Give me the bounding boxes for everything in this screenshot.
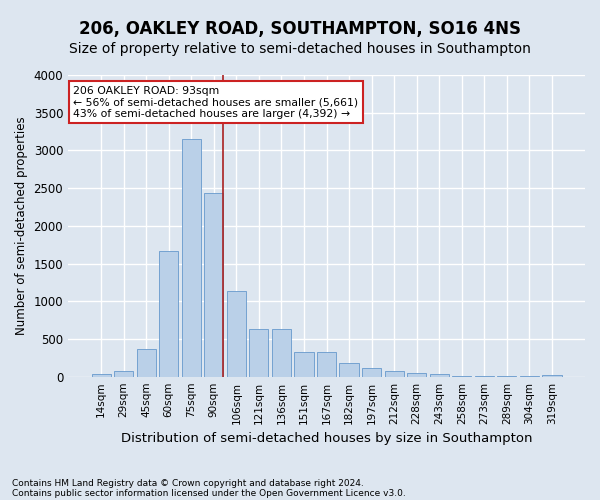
Bar bbox=[182, 139, 201, 376]
Bar bbox=[317, 352, 336, 376]
Bar bbox=[272, 329, 291, 376]
Bar bbox=[362, 368, 381, 376]
Bar bbox=[295, 352, 314, 376]
Text: Contains HM Land Registry data © Crown copyright and database right 2024.: Contains HM Land Registry data © Crown c… bbox=[12, 478, 364, 488]
Bar bbox=[159, 250, 178, 376]
Text: 206, OAKLEY ROAD, SOUTHAMPTON, SO16 4NS: 206, OAKLEY ROAD, SOUTHAMPTON, SO16 4NS bbox=[79, 20, 521, 38]
Bar bbox=[137, 349, 156, 376]
Bar bbox=[92, 374, 110, 376]
Text: Size of property relative to semi-detached houses in Southampton: Size of property relative to semi-detach… bbox=[69, 42, 531, 56]
Bar bbox=[204, 194, 223, 376]
Bar bbox=[407, 373, 426, 376]
Text: Contains public sector information licensed under the Open Government Licence v3: Contains public sector information licen… bbox=[12, 488, 406, 498]
Bar bbox=[114, 370, 133, 376]
Text: 206 OAKLEY ROAD: 93sqm
← 56% of semi-detached houses are smaller (5,661)
43% of : 206 OAKLEY ROAD: 93sqm ← 56% of semi-det… bbox=[73, 86, 358, 119]
Y-axis label: Number of semi-detached properties: Number of semi-detached properties bbox=[15, 116, 28, 335]
Bar bbox=[430, 374, 449, 376]
Bar bbox=[227, 290, 246, 376]
Bar bbox=[542, 375, 562, 376]
Bar bbox=[250, 329, 268, 376]
X-axis label: Distribution of semi-detached houses by size in Southampton: Distribution of semi-detached houses by … bbox=[121, 432, 532, 445]
Bar bbox=[340, 364, 359, 376]
Bar bbox=[385, 372, 404, 376]
